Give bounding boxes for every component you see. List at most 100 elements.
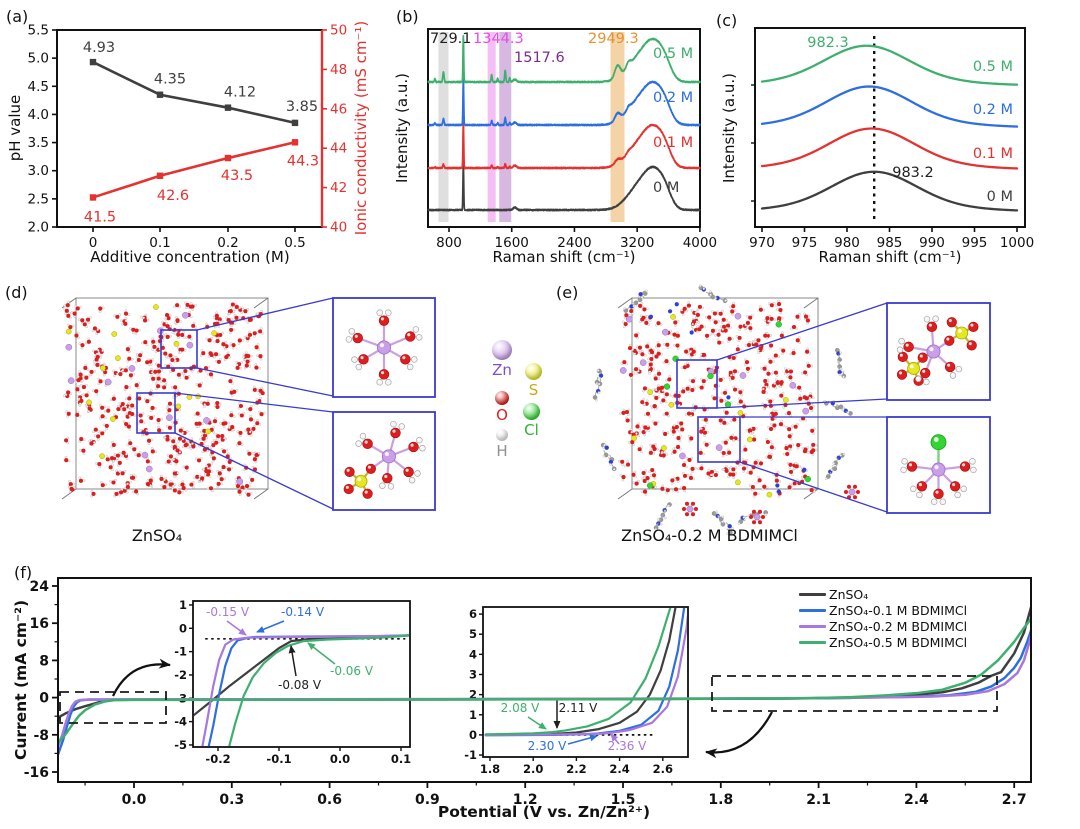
svg-text:2.4: 2.4: [609, 762, 629, 776]
svg-text:-0.2: -0.2: [205, 752, 230, 766]
s-sphere-icon: [525, 363, 542, 380]
svg-text:2.6: 2.6: [653, 762, 673, 776]
svg-text:1517.6: 1517.6: [514, 50, 565, 66]
svg-text:24: 24: [30, 579, 50, 595]
svg-text:3.85: 3.85: [286, 99, 318, 115]
svg-text:2.0: 2.0: [523, 762, 543, 776]
s-symbol: S: [528, 381, 539, 399]
svg-text:0.0: 0.0: [122, 792, 147, 808]
svg-text:1.8: 1.8: [708, 792, 733, 808]
svg-text:50: 50: [330, 23, 347, 39]
panel-a: 2.0 2.5 3.0 3.5 4.0 4.5 5.0 5.5 40 42 44 46 48 50 0 0.1…: [6, 21, 370, 266]
legend-line-swatch: [799, 640, 826, 644]
panel-label-d: (d): [5, 283, 28, 302]
svg-text:pH value: pH value: [6, 95, 24, 162]
svg-text:Intensity (a.u.): Intensity (a.u.): [393, 73, 411, 183]
svg-text:800: 800: [436, 235, 462, 251]
svg-text:41.5: 41.5: [84, 209, 116, 225]
svg-text:42.6: 42.6: [157, 188, 189, 204]
svg-text:5: 5: [469, 627, 477, 641]
svg-text:4.0: 4.0: [28, 107, 49, 123]
svg-text:48: 48: [330, 62, 347, 78]
svg-text:0.5 M: 0.5 M: [973, 59, 1013, 75]
svg-text:-0.1: -0.1: [266, 752, 291, 766]
svg-text:2.0: 2.0: [28, 220, 49, 236]
svg-text:6: 6: [469, 607, 477, 621]
legend-label: ZnSO₄-0.2 M BDMIMCl: [829, 618, 968, 634]
svg-text:-1: -1: [174, 645, 187, 659]
svg-text:1.2: 1.2: [513, 792, 538, 808]
svg-text:-0.06 V: -0.06 V: [330, 664, 374, 678]
legend-item-zn: Zn: [492, 340, 512, 379]
svg-text:995: 995: [962, 235, 988, 251]
svg-text:3.5: 3.5: [28, 135, 49, 151]
svg-text:-8: -8: [33, 728, 49, 744]
panel-f: 0.0 0.3 0.6 0.9 1.2 1.5 1.8 2.1 2.4 2.7-16-808162…: [12, 577, 1032, 821]
legend-row-0-5m: ZnSO₄-0.5 M BDMIMCl: [799, 634, 967, 650]
svg-text:0.1: 0.1: [149, 235, 170, 251]
svg-text:5.5: 5.5: [28, 23, 49, 39]
svg-text:Raman shift (cm⁻¹): Raman shift (cm⁻¹): [492, 248, 635, 266]
panel-label-c: (c): [716, 11, 738, 30]
svg-text:3200: 3200: [620, 235, 654, 251]
cluster-zn_4h2o_2so4: [896, 315, 979, 386]
panel-label-a: (a): [6, 7, 29, 26]
lsv-legend: ZnSO₄ ZnSO₄-0.1 M BDMIMCl ZnSO₄-0.2 M BD…: [799, 586, 967, 650]
panel-c: 0 M 0.1 M 0.2 M 0.5 M 982.3 983.2 970 975 980 985…: [720, 27, 1034, 266]
svg-text:2: 2: [469, 688, 477, 702]
svg-text:42: 42: [330, 180, 347, 196]
svg-text:8: 8: [39, 653, 49, 669]
legend-label: ZnSO₄-0.1 M BDMIMCl: [829, 602, 968, 618]
legend-item-h: H: [496, 429, 508, 460]
zn-symbol: Zn: [492, 361, 512, 379]
svg-text:-0.08 V: -0.08 V: [278, 678, 322, 692]
svg-text:46: 46: [330, 101, 347, 117]
cl-sphere-icon: [523, 403, 540, 420]
svg-text:0.3: 0.3: [219, 792, 244, 808]
svg-text:4.93: 4.93: [83, 40, 115, 56]
panel-label-b: (b): [396, 7, 419, 26]
svg-text:2949.3: 2949.3: [588, 31, 639, 47]
svg-text:1000: 1000: [1000, 235, 1034, 251]
svg-text:-0.14 V: -0.14 V: [281, 605, 325, 619]
svg-text:0.1 M: 0.1 M: [973, 146, 1013, 162]
h-symbol: H: [496, 442, 508, 460]
svg-text:0 M: 0 M: [653, 180, 679, 196]
legend-row-0-2m: ZnSO₄-0.2 M BDMIMCl: [799, 618, 967, 634]
legend-row-znso4: ZnSO₄: [799, 586, 967, 602]
caption-znso4-bdmimcl: ZnSO₄-0.2 M BDMIMCl: [621, 526, 798, 545]
svg-text:982.3: 982.3: [807, 35, 849, 51]
svg-text:3: 3: [469, 667, 477, 681]
svg-text:983.2: 983.2: [892, 165, 934, 181]
svg-text:1344.3: 1344.3: [473, 31, 524, 47]
svg-text:0.6: 0.6: [317, 792, 342, 808]
svg-text:Intensity (a.u.): Intensity (a.u.): [720, 73, 738, 183]
svg-text:0.2: 0.2: [217, 235, 238, 251]
svg-text:44: 44: [330, 141, 347, 157]
o-sphere-icon: [495, 391, 509, 405]
svg-text:0.0: 0.0: [330, 752, 350, 766]
svg-text:Current (mA cm⁻²): Current (mA cm⁻²): [12, 600, 30, 760]
svg-text:-4: -4: [174, 715, 187, 729]
svg-text:5.0: 5.0: [28, 51, 49, 67]
svg-text:1.8: 1.8: [480, 762, 500, 776]
svg-text:-2: -2: [174, 668, 187, 682]
svg-text:3.0: 3.0: [28, 163, 49, 179]
svg-text:2.4: 2.4: [904, 792, 929, 808]
svg-text:980: 980: [834, 235, 860, 251]
legend-line-swatch: [799, 592, 826, 596]
svg-text:985: 985: [877, 235, 903, 251]
caption-znso4: ZnSO₄: [131, 526, 183, 545]
svg-text:0: 0: [89, 235, 98, 251]
md-box-d: [61, 297, 436, 511]
panel-b: 0 M 0.1 M 0.2 M 0.5 M 729.1 1344.3 1517.6 2949.…: [393, 28, 717, 266]
svg-text:2.7: 2.7: [1002, 792, 1027, 808]
svg-text:729.1: 729.1: [430, 31, 472, 47]
svg-text:4: 4: [469, 647, 477, 661]
svg-text:0.1 M: 0.1 M: [653, 135, 693, 151]
svg-text:970: 970: [749, 235, 775, 251]
svg-text:4.12: 4.12: [224, 85, 256, 101]
o-symbol: O: [496, 406, 508, 424]
svg-text:0.5 M: 0.5 M: [653, 46, 693, 62]
